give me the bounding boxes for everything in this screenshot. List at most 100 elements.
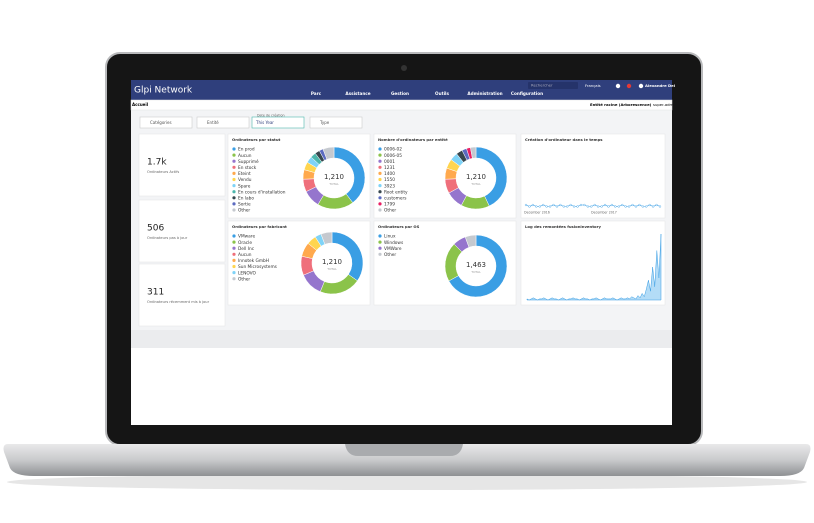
- point: [621, 203, 624, 207]
- filter-label[interactable]: This Year: [255, 120, 274, 125]
- user[interactable]: Alexandre Del: [645, 83, 675, 88]
- donut-segment: [322, 146, 335, 160]
- point: [627, 205, 631, 208]
- legend-label: 1799: [384, 202, 395, 208]
- legend-label: 1231: [384, 165, 395, 171]
- legend-dot: [378, 147, 382, 151]
- point: [566, 205, 569, 208]
- icon: [626, 83, 632, 89]
- legend-label: En stock: [238, 165, 257, 171]
- legend-label: Aucun: [238, 153, 252, 159]
- filter-label[interactable]: Type: [319, 120, 330, 125]
- menu-item[interactable]: Parc: [311, 91, 322, 96]
- donut-total-label: TOTAL: [328, 182, 339, 186]
- legend-label: Other: [238, 276, 250, 282]
- footer-bg: [131, 330, 672, 348]
- point: [631, 203, 634, 207]
- laptop-base: [3, 444, 811, 476]
- legend-dot: [378, 246, 382, 250]
- point: [607, 205, 610, 208]
- legend-dot: [378, 171, 382, 175]
- legend-dot: [232, 177, 236, 182]
- legend-dot: [378, 240, 382, 244]
- search[interactable]: Rechercher: [531, 83, 553, 88]
- donut-total-label: TOTAL: [470, 182, 481, 186]
- legend-label: Sun Microsystems: [238, 264, 278, 270]
- legend-dot: [378, 165, 382, 169]
- card-value: 506: [147, 224, 164, 234]
- donut-total: 1,210: [324, 173, 344, 181]
- legend-dot: [232, 240, 236, 244]
- point: [603, 203, 607, 207]
- point: [545, 205, 548, 208]
- legend-label: Other: [384, 208, 396, 214]
- point: [617, 205, 620, 208]
- point: [600, 205, 603, 208]
- point: [555, 205, 559, 208]
- legend-dot: [232, 147, 236, 151]
- menu-item[interactable]: Configuration: [511, 91, 543, 96]
- filter[interactable]: [139, 116, 193, 129]
- legend-label: Vendu: [238, 177, 252, 183]
- legend-dot: [378, 196, 382, 200]
- donut-total: 1,210: [466, 173, 486, 181]
- legend-label: Other: [238, 208, 250, 214]
- brand[interactable]: Glpi Network: [134, 86, 193, 96]
- point: [658, 205, 662, 208]
- donut-total-label: TOTAL: [470, 270, 481, 274]
- filter[interactable]: [309, 116, 363, 129]
- card: [138, 133, 226, 197]
- legend-dot: [378, 208, 382, 212]
- legend-dot: [232, 252, 236, 256]
- menu-item[interactable]: Assistance: [345, 91, 370, 96]
- point: [576, 205, 579, 208]
- point: [586, 205, 589, 208]
- lang[interactable]: Français: [585, 83, 601, 88]
- filter[interactable]: [196, 116, 250, 129]
- legend-dot: [232, 165, 236, 169]
- widget-title: Ordinateurs par fabricant: [232, 224, 287, 229]
- legend-dot: [232, 258, 236, 262]
- widget-title: Nombre d'ordinateurs par entité: [378, 137, 448, 142]
- filter-label[interactable]: Entité: [207, 120, 219, 125]
- icon: [615, 83, 621, 89]
- camera: [401, 65, 407, 71]
- point: [648, 203, 651, 207]
- menu-item[interactable]: Gestion: [391, 91, 409, 96]
- filter[interactable]: [251, 116, 305, 129]
- card-value: 1.7k: [147, 158, 167, 168]
- donut-segment: [448, 234, 508, 298]
- point: [645, 205, 648, 208]
- point: [638, 203, 641, 207]
- menu-item[interactable]: Administration: [467, 91, 502, 96]
- donut-total-label: TOTAL: [326, 267, 337, 271]
- card-label: Ordinateurs Actifs: [147, 170, 179, 174]
- point: [552, 203, 555, 207]
- legend-label: En cours d'installation: [238, 189, 286, 195]
- search-box[interactable]: [528, 82, 578, 89]
- legend-label: 0006-05: [384, 153, 402, 159]
- widget: [520, 133, 666, 219]
- widget-title: Log des remontées fusioninventory: [525, 224, 601, 229]
- point: [652, 205, 655, 208]
- point: [634, 205, 638, 208]
- card-label: Ordinateurs pas à jour: [147, 236, 188, 240]
- legend-dot: [232, 196, 236, 200]
- point: [562, 205, 565, 208]
- legend-label: 0006-02: [384, 147, 402, 153]
- widget-title: Ordinateurs par OS: [378, 224, 420, 229]
- notch: [345, 444, 463, 456]
- legend-dot: [378, 177, 382, 182]
- legend-dot: [232, 159, 236, 163]
- legend-label: Spare: [238, 183, 251, 189]
- legend-dot: [232, 271, 236, 275]
- menu-item[interactable]: Outils: [435, 91, 449, 96]
- filter-label[interactable]: Catégories: [150, 120, 172, 125]
- legend-label: 3923: [384, 183, 395, 189]
- point: [597, 205, 600, 208]
- widget-title: Ordinateurs par statut: [232, 137, 281, 142]
- point: [655, 203, 658, 207]
- point: [610, 203, 613, 207]
- legend-label: Oracle: [238, 240, 252, 246]
- donut-segment: [470, 146, 477, 159]
